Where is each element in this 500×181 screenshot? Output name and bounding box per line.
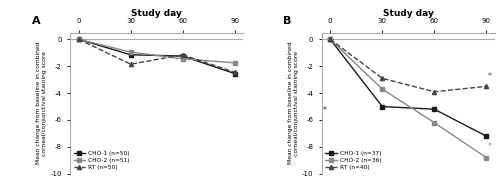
X-axis label: Study day: Study day (132, 9, 182, 18)
Legend: CHO-1 (n=50), CHO-2 (n=51), RT (n=50): CHO-1 (n=50), CHO-2 (n=51), RT (n=50) (73, 150, 130, 171)
Y-axis label: Mean change from baseline in combined
corneal/conjunctival staining score: Mean change from baseline in combined co… (36, 42, 48, 165)
Y-axis label: Mean change from baseline in combined
corneal/conjunctival staining score: Mean change from baseline in combined co… (288, 42, 299, 165)
Text: *: * (488, 72, 492, 81)
Text: *: * (323, 106, 327, 115)
Text: B: B (284, 16, 292, 26)
Legend: CHO-1 (n=37), CHO-2 (n=36), RT (n=40): CHO-1 (n=37), CHO-2 (n=36), RT (n=40) (324, 150, 382, 171)
Text: A: A (32, 16, 40, 26)
X-axis label: Study day: Study day (383, 9, 434, 18)
Text: *: * (488, 142, 492, 151)
